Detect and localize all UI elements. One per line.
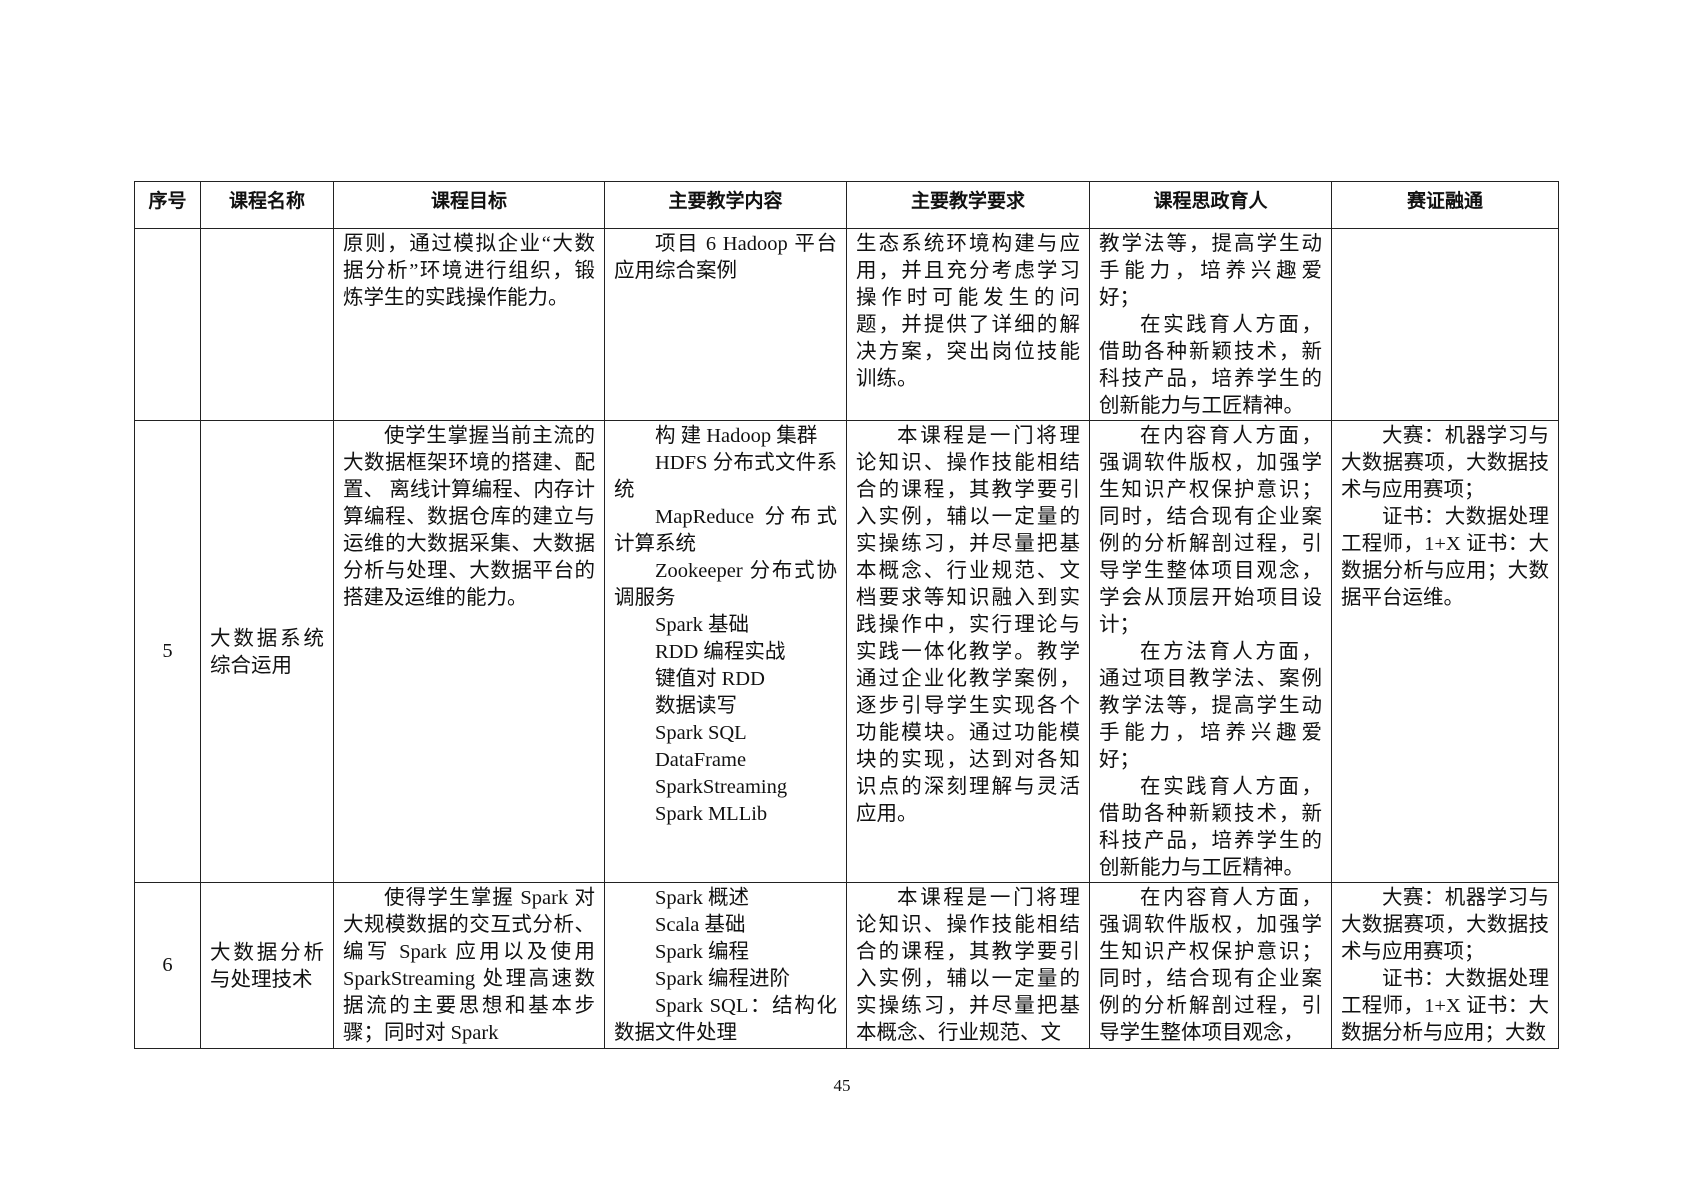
header-main-content: 主要教学内容 — [604, 181, 847, 229]
cell-paragraph: Spark 概述 — [655, 887, 749, 909]
cell-paragraph: SparkStreaming — [655, 776, 788, 798]
cell-paragraph: 证书：大数据处理工程师，1+X 证书：大数据分析与应用；大数 — [1341, 968, 1549, 1044]
cell-paragraph: 项目 6 Hadoop 平台应用综合案例 — [614, 233, 837, 282]
course-goal-cell: 原则，通过模拟企业“大数据分析”环境进行组织，锻炼学生的实践操作能力。 — [333, 228, 605, 421]
cell-paragraph: 键值对 RDD — [655, 668, 765, 690]
cell-paragraph: 大赛：机器学习与大数据赛项，大数据技术与应用赛项； — [1341, 425, 1549, 501]
cell-paragraph: MapReduce 分布式计算系统 — [614, 506, 837, 555]
ideology-cell: 在内容育人方面，强调软件版权，加强学生知识产权保护意识；同时，结合现有企业案例的… — [1089, 882, 1332, 1049]
certificate-cell: 大赛：机器学习与大数据赛项，大数据技术与应用赛项； 证书：大数据处理工程师，1+X… — [1331, 420, 1559, 883]
course-name: 大数据系统综合运用 — [210, 627, 324, 677]
cell-paragraph: 使学生掌握当前主流的大数据框架环境的搭建、配置、 离线计算编程、内存计算编程、数… — [343, 425, 595, 609]
course-name: 大数据分析与处理技术 — [210, 941, 324, 991]
cell-paragraph: 使得学生掌握 Spark 对大规模数据的交互式分析、编写 Spark 应用以及使… — [343, 887, 595, 1044]
cell-paragraph: Zookeeper 分布式协调服务 — [614, 560, 837, 609]
main-requirement-cell: 本课程是一门将理论知识、操作技能相结合的课程，其教学要引入实例，辅以一定量的实操… — [846, 882, 1090, 1049]
course-table: 序号 课程名称 课程目标 主要教学内容 主要教学要求 课程思政育人 赛证融通 原… — [134, 181, 1559, 1049]
row-number-cell — [134, 228, 201, 421]
certificate-cell: 大赛：机器学习与大数据赛项，大数据技术与应用赛项； 证书：大数据处理工程师，1+X… — [1331, 882, 1559, 1049]
cell-paragraph: 在实践育人方面，借助各种新颖技术，新科技产品，培养学生的创新能力与工匠精神。 — [1099, 776, 1322, 879]
ideology-cell: 教学法等，提高学生动手能力，培养兴趣爱好； 在实践育人方面，借助各种新颖技术，新科… — [1089, 228, 1332, 421]
header-no: 序号 — [134, 181, 201, 229]
cell-paragraph: Spark SQL — [655, 722, 747, 744]
cell-paragraph: 数据读写 — [655, 695, 737, 717]
main-requirement-cell: 生态系统环境构建与应用，并且充分考虑学习操作时可能发生的问题，并提供了详细的解决… — [846, 228, 1090, 421]
table-row: 6 大数据分析与处理技术 使得学生掌握 Spark 对大规模数据的交互式分析、编写 … — [134, 882, 1559, 1049]
cell-paragraph: HDFS 分布式文件系统 — [614, 452, 837, 501]
cell-paragraph: Spark MLLib — [655, 803, 768, 825]
cell-paragraph: 证书：大数据处理工程师，1+X 证书：大数据分析与应用；大数据平台运维。 — [1341, 506, 1549, 609]
header-course-name: 课程名称 — [200, 181, 334, 229]
main-content-cell: Spark 概述 Scala 基础 Spark 编程 Spark 编程进阶 Spark … — [604, 882, 847, 1049]
header-course-goal: 课程目标 — [333, 181, 605, 229]
cell-paragraph: Spark 编程 — [655, 941, 749, 963]
table-row: 原则，通过模拟企业“大数据分析”环境进行组织，锻炼学生的实践操作能力。 项目 6 … — [134, 228, 1559, 421]
page-number: 45 — [833, 1076, 851, 1095]
main-content-cell: 项目 6 Hadoop 平台应用综合案例 — [604, 228, 847, 421]
header-certificate: 赛证融通 — [1331, 181, 1559, 229]
cell-paragraph: 教学法等，提高学生动手能力，培养兴趣爱好； — [1099, 233, 1322, 309]
row-number-cell: 5 — [134, 420, 201, 883]
cell-paragraph: 在内容育人方面，强调软件版权，加强学生知识产权保护意识；同时，结合现有企业案例的… — [1099, 887, 1322, 1044]
certificate-cell — [1331, 228, 1559, 421]
cell-paragraph: Spark SQL：结构化数据文件处理 — [614, 995, 837, 1044]
cell-paragraph: 大赛：机器学习与大数据赛项，大数据技术与应用赛项； — [1341, 887, 1549, 963]
cell-paragraph: 构 建 Hadoop 集群 — [655, 425, 818, 447]
cell-paragraph: 本课程是一门将理论知识、操作技能相结合的课程，其教学要引入实例，辅以一定量的实操… — [856, 425, 1080, 825]
ideology-cell: 在内容育人方面，强调软件版权，加强学生知识产权保护意识；同时，结合现有企业案例的… — [1089, 420, 1332, 883]
course-goal-cell: 使学生掌握当前主流的大数据框架环境的搭建、配置、 离线计算编程、内存计算编程、数… — [333, 420, 605, 883]
row-number-cell: 6 — [134, 882, 201, 1049]
cell-paragraph: Spark 编程进阶 — [655, 968, 790, 990]
course-goal-cell: 使得学生掌握 Spark 对大规模数据的交互式分析、编写 Spark 应用以及使… — [333, 882, 605, 1049]
course-name-cell: 大数据系统综合运用 — [200, 420, 334, 883]
cell-paragraph: 本课程是一门将理论知识、操作技能相结合的课程，其教学要引入实例，辅以一定量的实操… — [856, 887, 1080, 1044]
main-content-cell: 构 建 Hadoop 集群 HDFS 分布式文件系统 MapReduce 分布式计算… — [604, 420, 847, 883]
main-requirement-cell: 本课程是一门将理论知识、操作技能相结合的课程，其教学要引入实例，辅以一定量的实操… — [846, 420, 1090, 883]
cell-paragraph: 生态系统环境构建与应用，并且充分考虑学习操作时可能发生的问题，并提供了详细的解决… — [856, 233, 1080, 390]
table-row: 5 大数据系统综合运用 使学生掌握当前主流的大数据框架环境的搭建、配置、 离线计算编… — [134, 420, 1559, 883]
cell-paragraph: Spark 基础 — [655, 614, 749, 636]
cell-paragraph: 在内容育人方面，强调软件版权，加强学生知识产权保护意识；同时，结合现有企业案例的… — [1099, 425, 1322, 636]
cell-paragraph: 原则，通过模拟企业“大数据分析”环境进行组织，锻炼学生的实践操作能力。 — [343, 233, 595, 309]
cell-paragraph: Scala 基础 — [655, 914, 746, 936]
header-main-requirement: 主要教学要求 — [846, 181, 1090, 229]
course-name-cell: 大数据分析与处理技术 — [200, 882, 334, 1049]
cell-paragraph: RDD 编程实战 — [655, 641, 786, 663]
header-ideology: 课程思政育人 — [1089, 181, 1332, 229]
cell-paragraph: 在实践育人方面，借助各种新颖技术，新科技产品，培养学生的创新能力与工匠精神。 — [1099, 314, 1322, 417]
cell-paragraph: 在方法育人方面，通过项目教学法、案例教学法等，提高学生动手能力，培养兴趣爱好； — [1099, 641, 1322, 771]
course-name-cell — [200, 228, 334, 421]
header-row: 序号 课程名称 课程目标 主要教学内容 主要教学要求 课程思政育人 赛证融通 — [134, 181, 1559, 229]
cell-paragraph: DataFrame — [655, 749, 747, 771]
